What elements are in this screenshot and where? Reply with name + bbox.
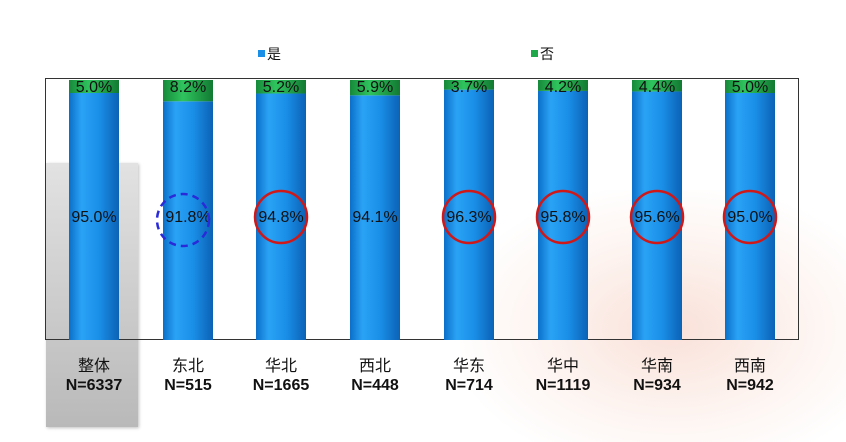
bar-yes-northeast xyxy=(163,101,213,340)
bar-yes-southwest xyxy=(725,93,775,340)
data-label-no-northeast: 8.2% xyxy=(170,79,206,96)
highlight-circle-east xyxy=(441,189,497,245)
highlight-circle-central xyxy=(535,189,591,245)
data-label-no-north: 5.2% xyxy=(263,79,299,96)
data-label-no-southwest: 5.0% xyxy=(732,79,768,96)
bar-no-north xyxy=(256,80,306,94)
bar-no-northeast xyxy=(163,80,213,102)
data-label-yes-central: 95.8% xyxy=(540,209,585,226)
category-name-north: 华北 xyxy=(264,356,297,375)
plot-area xyxy=(45,78,799,340)
bar-yes-south xyxy=(632,91,682,340)
category-name-southwest: 西南 xyxy=(733,356,766,375)
bar-yes-east xyxy=(444,89,494,341)
bar-no-northwest xyxy=(350,80,400,96)
data-label-yes-overall: 95.0% xyxy=(71,209,116,226)
sample-size-overall: N=6337 xyxy=(65,377,123,394)
sample-size-southwest: N=942 xyxy=(726,377,774,394)
bar-no-east xyxy=(444,80,494,90)
sample-size-northwest: N=448 xyxy=(351,377,399,394)
data-label-no-overall: 5.0% xyxy=(76,79,112,96)
category-name-central: 华中 xyxy=(546,356,579,375)
data-label-yes-northeast: 91.8% xyxy=(165,209,210,226)
bar-no-southwest xyxy=(725,80,775,93)
highlight-circle-south xyxy=(629,189,685,245)
category-name-northwest: 西北 xyxy=(358,356,391,375)
legend-swatch-no xyxy=(531,50,538,57)
data-label-yes-southwest: 95.0% xyxy=(727,209,772,226)
legend-label-yes: 是 xyxy=(267,47,281,63)
bar-yes-overall xyxy=(69,93,119,340)
data-label-no-south: 4.4% xyxy=(639,79,675,96)
highlight-circle-north xyxy=(253,189,309,245)
sample-size-northeast: N=515 xyxy=(164,377,212,394)
category-label-northwest: 西北 N=448 xyxy=(325,356,425,396)
bar-no-central xyxy=(538,80,588,91)
data-label-yes-east: 96.3% xyxy=(446,209,491,226)
data-label-no-east: 3.7% xyxy=(451,79,487,96)
category-label-central: 华中 N=1119 xyxy=(513,356,613,396)
category-name-east: 华东 xyxy=(452,356,485,375)
sample-size-north: N=1665 xyxy=(252,377,310,394)
sample-size-south: N=934 xyxy=(633,377,681,394)
category-label-southwest: 西南 N=942 xyxy=(700,356,800,396)
bar-yes-northwest xyxy=(350,95,400,340)
data-label-yes-south: 95.6% xyxy=(634,209,679,226)
category-name-overall: 整体 xyxy=(77,356,110,375)
category-label-east: 华东 N=714 xyxy=(419,356,519,396)
category-name-northeast: 东北 xyxy=(171,356,204,375)
legend-item-yes: 是 xyxy=(258,44,281,64)
data-label-no-central: 4.2% xyxy=(545,79,581,96)
legend-swatch-yes xyxy=(258,50,265,57)
category-label-north: 华北 N=1665 xyxy=(231,356,331,396)
bar-yes-central xyxy=(538,90,588,340)
category-name-south: 华南 xyxy=(640,356,673,375)
legend-item-no: 否 xyxy=(531,44,554,64)
category-label-south: 华南 N=934 xyxy=(607,356,707,396)
category-label-overall: 整体 N=6337 xyxy=(44,356,144,396)
bar-yes-north xyxy=(256,93,306,341)
category-label-northeast: 东北 N=515 xyxy=(138,356,238,396)
highlight-circle-southwest xyxy=(722,189,778,245)
dashed-circle-northeast xyxy=(155,192,211,248)
sample-size-east: N=714 xyxy=(445,377,493,394)
data-label-yes-north: 94.8% xyxy=(258,209,303,226)
bar-no-south xyxy=(632,80,682,92)
data-label-no-northwest: 5.9% xyxy=(357,79,393,96)
bar-no-overall xyxy=(69,80,119,93)
legend-label-no: 否 xyxy=(540,47,554,63)
sample-size-central: N=1119 xyxy=(535,377,591,394)
data-label-yes-northwest: 94.1% xyxy=(352,209,397,226)
